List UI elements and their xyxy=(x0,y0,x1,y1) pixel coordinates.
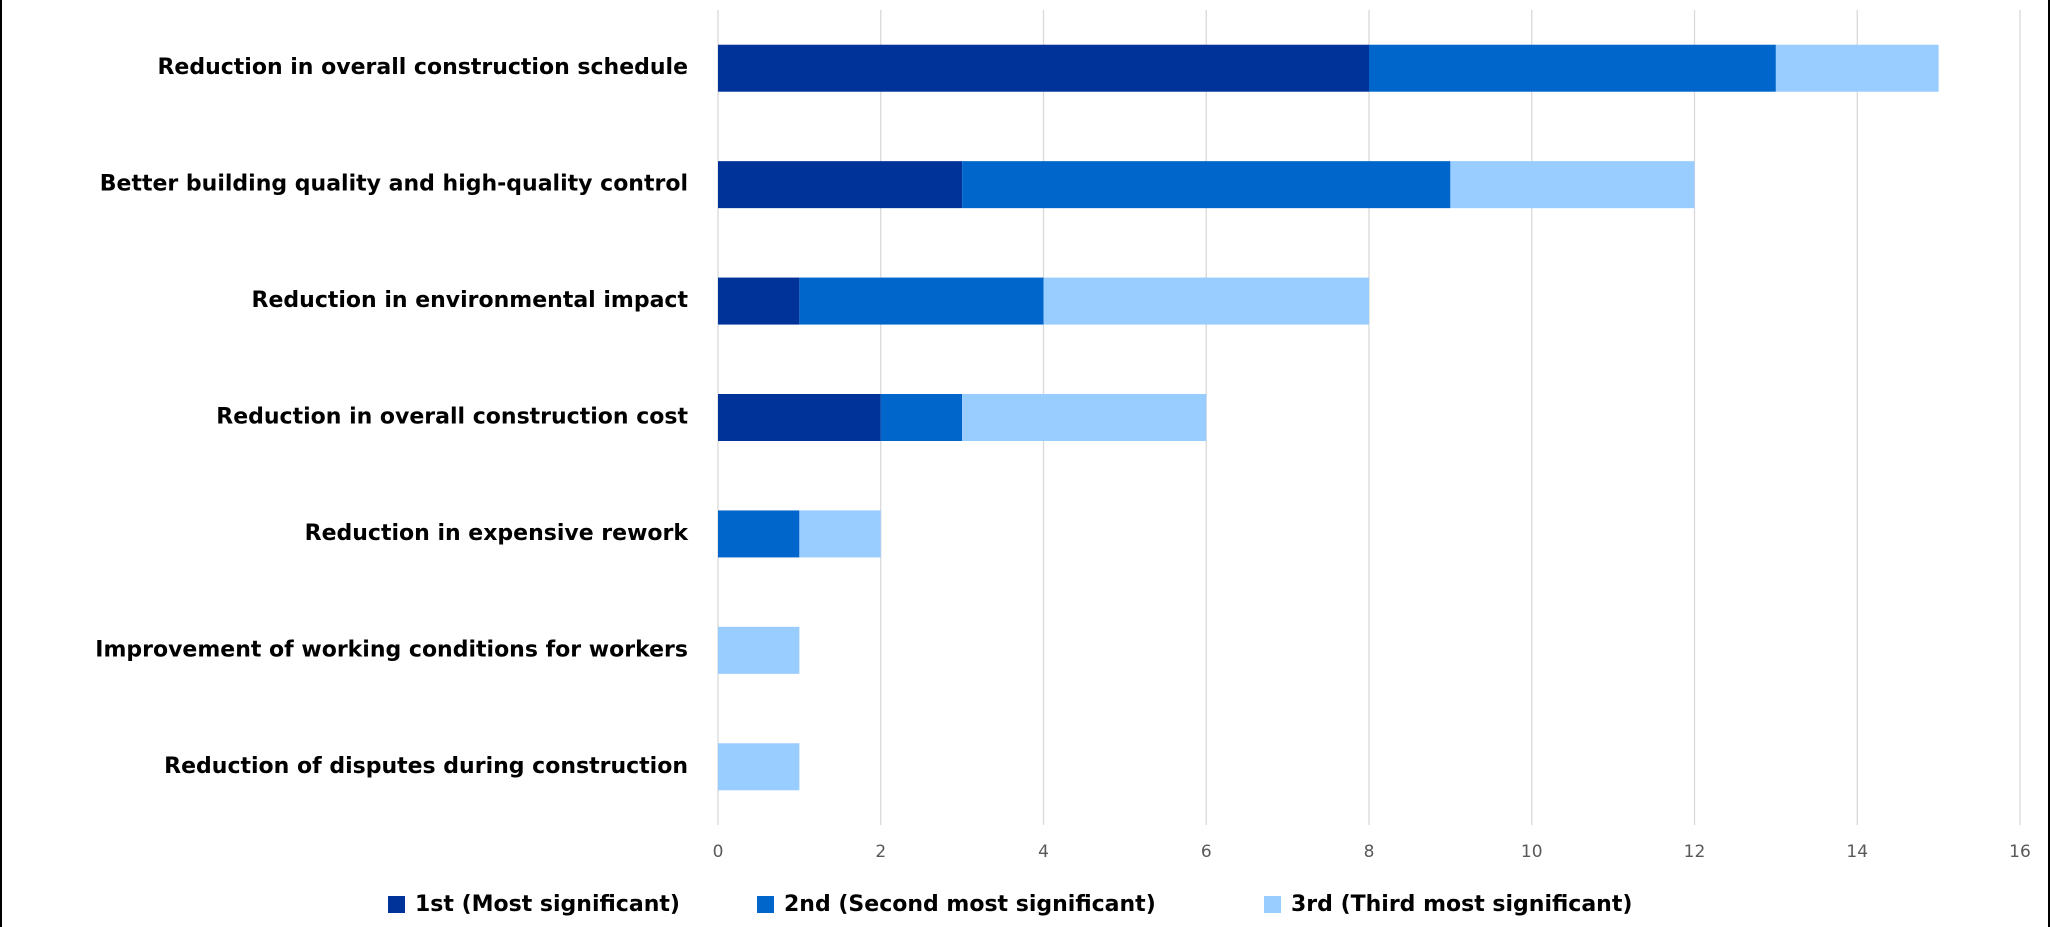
bar-segment xyxy=(1450,161,1695,209)
y-tick-label: Improvement of working conditions for wo… xyxy=(95,637,688,662)
bar-segment xyxy=(718,277,800,325)
bar-segment xyxy=(718,394,881,441)
bar-segment xyxy=(880,394,963,441)
x-tick-label: 10 xyxy=(1521,842,1543,862)
x-tick-label: 6 xyxy=(1201,842,1212,862)
y-tick-label: Reduction in expensive rework xyxy=(305,521,690,546)
y-tick-label: Reduction in environmental impact xyxy=(252,288,689,313)
bar-segment xyxy=(718,44,1369,92)
y-tick-label: Better building quality and high-quality… xyxy=(100,172,688,197)
x-tick-label: 12 xyxy=(1684,842,1706,862)
bar-segment xyxy=(1369,44,1776,92)
legend-swatch xyxy=(757,896,774,913)
bar-segment xyxy=(1775,44,1939,92)
bar-segment xyxy=(718,743,800,791)
bar-segment xyxy=(799,277,1044,325)
y-tick-label: Reduction in overall construction cost xyxy=(216,405,688,430)
x-tick-label: 2 xyxy=(875,842,886,862)
bar-segment xyxy=(962,394,1207,441)
y-tick-label: Reduction in overall construction schedu… xyxy=(157,55,688,80)
x-tick-label: 8 xyxy=(1364,842,1375,862)
x-tick-label: 0 xyxy=(713,842,724,862)
bar-segment xyxy=(799,510,881,558)
legend-label: 3rd (Third most significant) xyxy=(1291,892,1632,917)
bar-segment xyxy=(718,626,800,674)
bar-segment xyxy=(718,161,963,209)
bar-segment xyxy=(718,510,800,558)
legend-label: 1st (Most significant) xyxy=(415,892,680,917)
x-tick-label: 4 xyxy=(1038,842,1049,862)
x-tick-label: 16 xyxy=(2009,842,2031,862)
legend-swatch xyxy=(1264,896,1281,913)
legend-swatch xyxy=(388,896,405,913)
y-tick-label: Reduction of disputes during constructio… xyxy=(164,754,688,779)
legend-label: 2nd (Second most significant) xyxy=(784,892,1156,917)
bar-segment xyxy=(1043,277,1369,325)
x-tick-label: 14 xyxy=(1846,842,1868,862)
bar-segment xyxy=(962,161,1451,209)
